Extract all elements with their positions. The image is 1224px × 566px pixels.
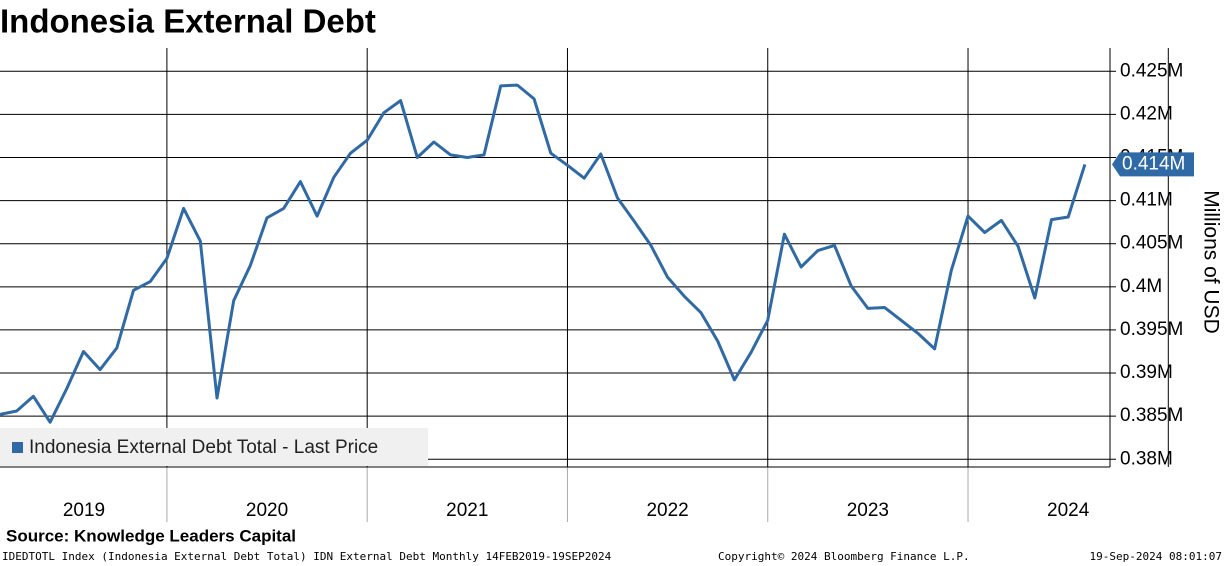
legend-label: Indonesia External Debt Total - Last Pri… <box>29 437 378 458</box>
x-tick-label: 2021 <box>446 500 488 521</box>
legend-swatch <box>12 442 23 453</box>
footer-left: IDEDTOTL Index (Indonesia External Debt … <box>2 550 612 563</box>
legend-box <box>0 428 428 466</box>
y-tick-label: 0.41M <box>1120 190 1173 211</box>
y-tick-label: 0.42M <box>1120 103 1173 124</box>
last-price-label: 0.414M <box>1122 153 1185 174</box>
y-tick-label: 0.385M <box>1120 405 1183 426</box>
chart-title: Indonesia External Debt <box>0 3 376 40</box>
y-tick-label: 0.39M <box>1120 362 1173 383</box>
y-axis-label: Millions of USD <box>1199 190 1222 334</box>
source: Source: Knowledge Leaders Capital <box>6 526 296 545</box>
y-tick-label: 0.405M <box>1120 233 1183 254</box>
footer-right: 19-Sep-2024 08:01:07 <box>1090 550 1222 563</box>
x-tick-label: 2024 <box>1047 500 1090 521</box>
line-series <box>0 83 1087 424</box>
y-tick-label: 0.4M <box>1120 276 1162 297</box>
x-tick-label: 2020 <box>246 500 288 521</box>
last-price-tag <box>1112 152 1194 177</box>
x-tick-label: 2022 <box>646 500 688 521</box>
x-tick-label: 2019 <box>63 500 105 521</box>
y-tick-label: 0.425M <box>1120 60 1183 81</box>
footer-center: Copyright© 2024 Bloomberg Finance L.P. <box>718 550 970 563</box>
y-tick-label: 0.395M <box>1120 319 1183 340</box>
y-tick-label: 0.38M <box>1120 448 1173 469</box>
x-tick-label: 2023 <box>847 500 889 521</box>
